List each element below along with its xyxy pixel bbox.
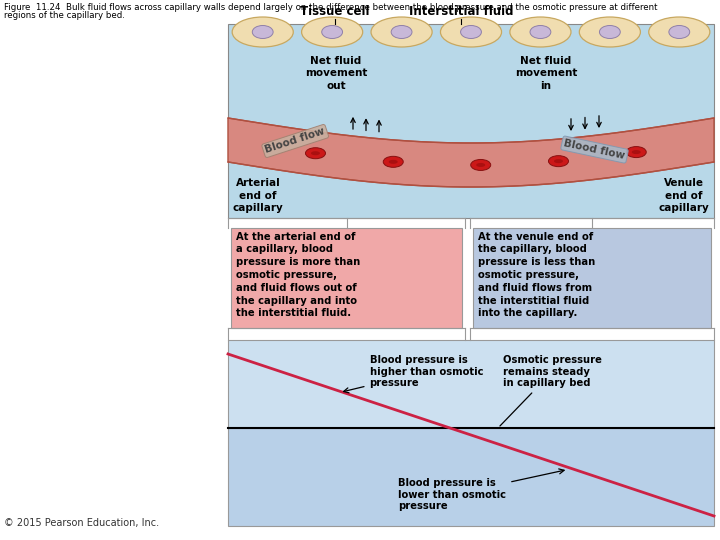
Text: Osmotic pressure
remains steady
in capillary bed: Osmotic pressure remains steady in capil… (500, 355, 602, 426)
Ellipse shape (649, 17, 710, 47)
Ellipse shape (389, 160, 397, 164)
Text: Arterial
end of
capillary: Arterial end of capillary (233, 178, 284, 213)
Text: Blood pressure is
lower than osmotic
pressure: Blood pressure is lower than osmotic pre… (398, 469, 564, 511)
Ellipse shape (252, 25, 273, 38)
Text: Net fluid
movement
in: Net fluid movement in (515, 56, 577, 91)
Text: regions of the capillary bed.: regions of the capillary bed. (4, 11, 125, 20)
Ellipse shape (600, 25, 620, 38)
Ellipse shape (549, 156, 569, 167)
FancyBboxPatch shape (228, 340, 714, 428)
Polygon shape (228, 118, 714, 187)
Ellipse shape (530, 25, 551, 38)
Text: Interstitial fluid: Interstitial fluid (409, 5, 513, 18)
Ellipse shape (554, 159, 563, 163)
Text: Blood flow: Blood flow (563, 138, 626, 161)
Text: Net fluid
movement
out: Net fluid movement out (305, 56, 367, 91)
Text: Tissue cell: Tissue cell (300, 5, 369, 18)
Ellipse shape (305, 148, 325, 159)
FancyBboxPatch shape (231, 228, 462, 328)
Text: Blood flow: Blood flow (264, 126, 326, 156)
Ellipse shape (580, 17, 640, 47)
Ellipse shape (302, 17, 363, 47)
Ellipse shape (626, 146, 647, 158)
Text: © 2015 Pearson Education, Inc.: © 2015 Pearson Education, Inc. (4, 518, 159, 528)
Text: Figure  11.24  Bulk fluid flows across capillary walls depend largely on the dif: Figure 11.24 Bulk fluid flows across cap… (4, 3, 657, 12)
Text: Blood pressure is
higher than osmotic
pressure: Blood pressure is higher than osmotic pr… (343, 355, 483, 393)
Ellipse shape (631, 150, 641, 154)
Text: Venule
end of
capillary: Venule end of capillary (659, 178, 709, 213)
FancyBboxPatch shape (228, 428, 714, 526)
FancyBboxPatch shape (228, 24, 714, 218)
Ellipse shape (391, 25, 412, 38)
Ellipse shape (476, 163, 485, 167)
Text: At the venule end of
the capillary, blood
pressure is less than
osmotic pressure: At the venule end of the capillary, bloo… (478, 232, 595, 319)
Ellipse shape (441, 17, 502, 47)
Ellipse shape (471, 159, 491, 171)
Ellipse shape (311, 151, 320, 155)
Ellipse shape (461, 25, 482, 38)
Ellipse shape (371, 17, 432, 47)
Ellipse shape (232, 17, 293, 47)
Text: At the arterial end of
a capillary, blood
pressure is more than
osmotic pressure: At the arterial end of a capillary, bloo… (236, 232, 360, 319)
Ellipse shape (383, 156, 403, 167)
Ellipse shape (322, 25, 343, 38)
Ellipse shape (510, 17, 571, 47)
FancyBboxPatch shape (473, 228, 711, 328)
Ellipse shape (669, 25, 690, 38)
